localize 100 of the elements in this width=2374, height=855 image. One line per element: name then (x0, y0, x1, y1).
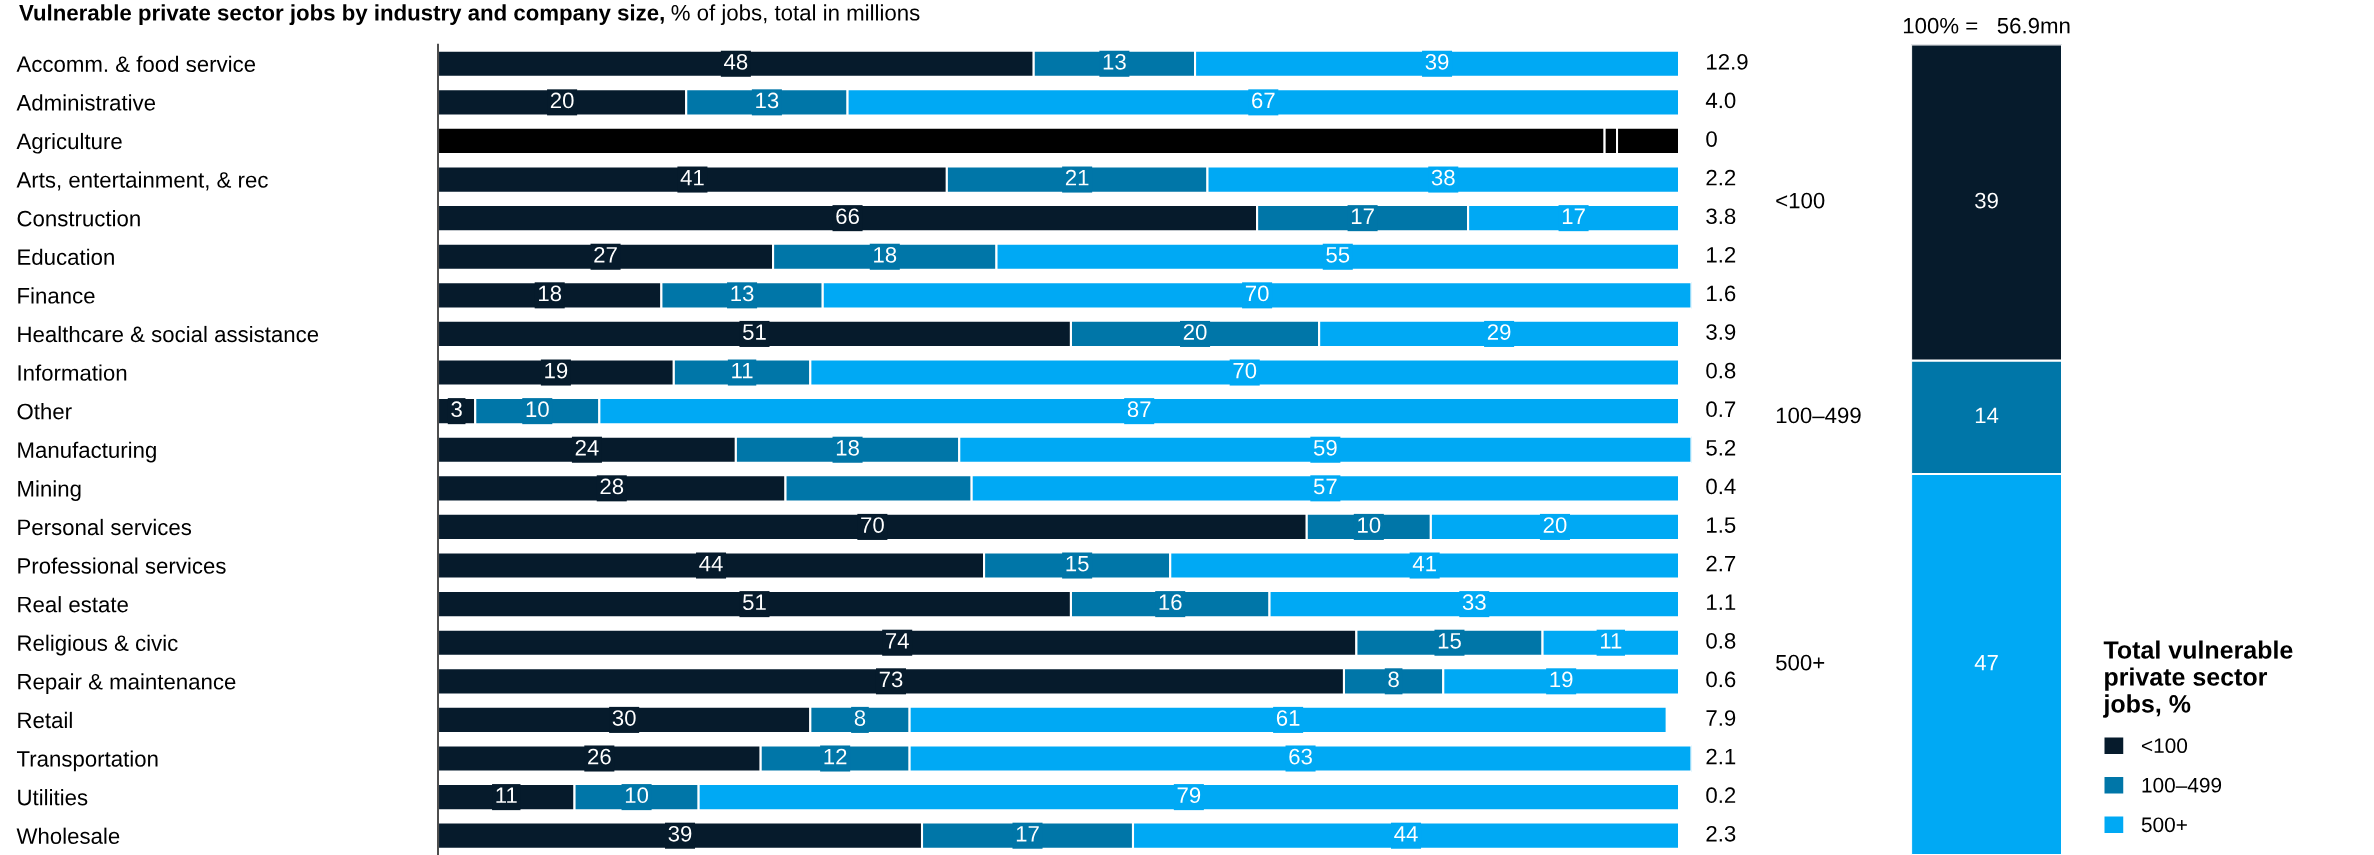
text: 3.9 (1706, 324, 1736, 340)
data-label: 13 (1103, 53, 1126, 70)
text: 2.2 (1706, 169, 1736, 186)
text: 4.0 (1705, 92, 1736, 109)
y-tick-label: Accomm. & food service (16, 55, 256, 73)
data-label: 20 (1543, 517, 1567, 533)
chart-title: 100% = 56.9mn (1903, 17, 2070, 34)
data-label: 38 (1431, 169, 1455, 186)
data-label: 41 (680, 170, 704, 186)
data-label: 14 (1975, 407, 1999, 424)
data-label: 19 (1550, 671, 1573, 688)
data-label: 26 (588, 748, 611, 765)
y-tick-label: Professional services (18, 557, 226, 574)
data-label: 19 (545, 362, 568, 379)
data-label: 27 (594, 246, 617, 263)
text: 0.2 (1706, 787, 1736, 804)
text: 12.9 (1707, 53, 1748, 70)
y-tick-label: Retail (18, 711, 72, 729)
y-tick-label: Other (17, 403, 72, 420)
y-tick-label: Transportation (16, 750, 158, 772)
y-tick-label: Finance (18, 287, 95, 304)
legend-label: <100 (2141, 738, 2188, 754)
data-label: 73 (879, 671, 903, 688)
data-label: 47 (1974, 654, 1998, 671)
data-label: 48 (724, 53, 748, 70)
data-label: 59 (1313, 439, 1337, 456)
data-label: 3 (451, 401, 462, 418)
y-tick-label: Administrative (16, 94, 156, 111)
data-label: 44 (699, 555, 723, 572)
y-tick-label: Information (18, 364, 127, 381)
y-tick-label: Real estate (18, 596, 128, 613)
data-label: 55 (1326, 247, 1350, 263)
text: 1.5 (1707, 517, 1736, 533)
y-tick-label: Wholesale (16, 827, 120, 844)
chart-title: Vulnerable private sector jobs by industry and company size, (19, 4, 664, 25)
y-tick-label: Arts, entertainment, & rec (16, 171, 268, 191)
data-label: 61 (1276, 710, 1300, 726)
y-tick-label: Mining (18, 480, 81, 501)
data-label: 57 (1313, 478, 1337, 495)
data-label: 28 (600, 478, 624, 495)
data-label: 70 (1233, 362, 1257, 379)
data-label: 20 (1183, 324, 1207, 340)
y-tick-label: Education (18, 248, 114, 266)
data-label: 17 (1351, 208, 1374, 224)
text: 1.2 (1707, 246, 1736, 263)
data-label: 8 (854, 710, 866, 726)
data-label: 21 (1065, 169, 1089, 186)
data-label: 39 (668, 825, 692, 842)
data-label: 29 (1487, 324, 1511, 340)
data-label: 79 (1177, 787, 1201, 804)
data-label: 11 (496, 787, 517, 803)
data-label: 8 (1388, 671, 1399, 688)
data-label: 18 (836, 439, 859, 456)
data-label: 11 (732, 362, 753, 379)
text: 0 (1706, 131, 1717, 147)
text: 0.8 (1706, 632, 1736, 649)
text: 0.7 (1706, 401, 1736, 418)
y-tick-label: Religious & civic (18, 634, 178, 656)
text: 0.4 (1706, 478, 1736, 495)
y-tick-label: Construction (17, 210, 140, 227)
text: 0.6 (1706, 671, 1736, 688)
text: <100 (1776, 192, 1825, 209)
legend-label: 100–499 (2142, 777, 2222, 793)
data-label: 66 (836, 208, 859, 225)
data-label: 70 (1245, 285, 1269, 302)
data-label: 87 (1127, 401, 1151, 418)
data-label: 70 (861, 517, 884, 533)
data-label: 10 (526, 401, 549, 418)
y-tick-label: Agriculture (16, 132, 122, 154)
data-label: 10 (1358, 517, 1381, 533)
data-label: 51 (743, 324, 766, 340)
text: 0.8 (1706, 362, 1736, 379)
data-label: 24 (575, 439, 599, 456)
data-label: 13 (756, 92, 779, 109)
text: 500+ (1776, 654, 1825, 671)
text: 3.8 (1706, 208, 1736, 225)
text: 7.9 (1706, 710, 1736, 726)
data-label: 18 (539, 285, 562, 302)
data-label: 10 (625, 787, 649, 804)
data-label: 17 (1016, 826, 1039, 842)
data-label: 39 (1975, 192, 1998, 209)
y-tick-label: Manufacturing (18, 441, 156, 463)
data-label: 13 (731, 285, 754, 302)
data-label: 11 (1600, 633, 1622, 649)
data-label: 15 (1438, 633, 1461, 649)
data-label: 74 (885, 633, 909, 649)
data-label: 15 (1066, 555, 1089, 572)
data-label: 17 (1562, 208, 1585, 224)
data-label: 33 (1462, 594, 1486, 611)
data-label: 67 (1252, 92, 1275, 109)
y-tick-label: Personal services (18, 518, 192, 536)
data-label: 18 (874, 246, 897, 263)
text: 5.2 (1706, 439, 1736, 456)
text: 100–499 (1776, 407, 1861, 424)
text: 1.6 (1707, 285, 1736, 302)
text: 2.3 (1706, 825, 1736, 842)
data-label: 63 (1289, 748, 1312, 765)
y-tick-label: Utilities (18, 789, 88, 806)
y-tick-label: Repair & maintenance (18, 673, 236, 694)
legend-label: 500+ (2141, 817, 2187, 833)
